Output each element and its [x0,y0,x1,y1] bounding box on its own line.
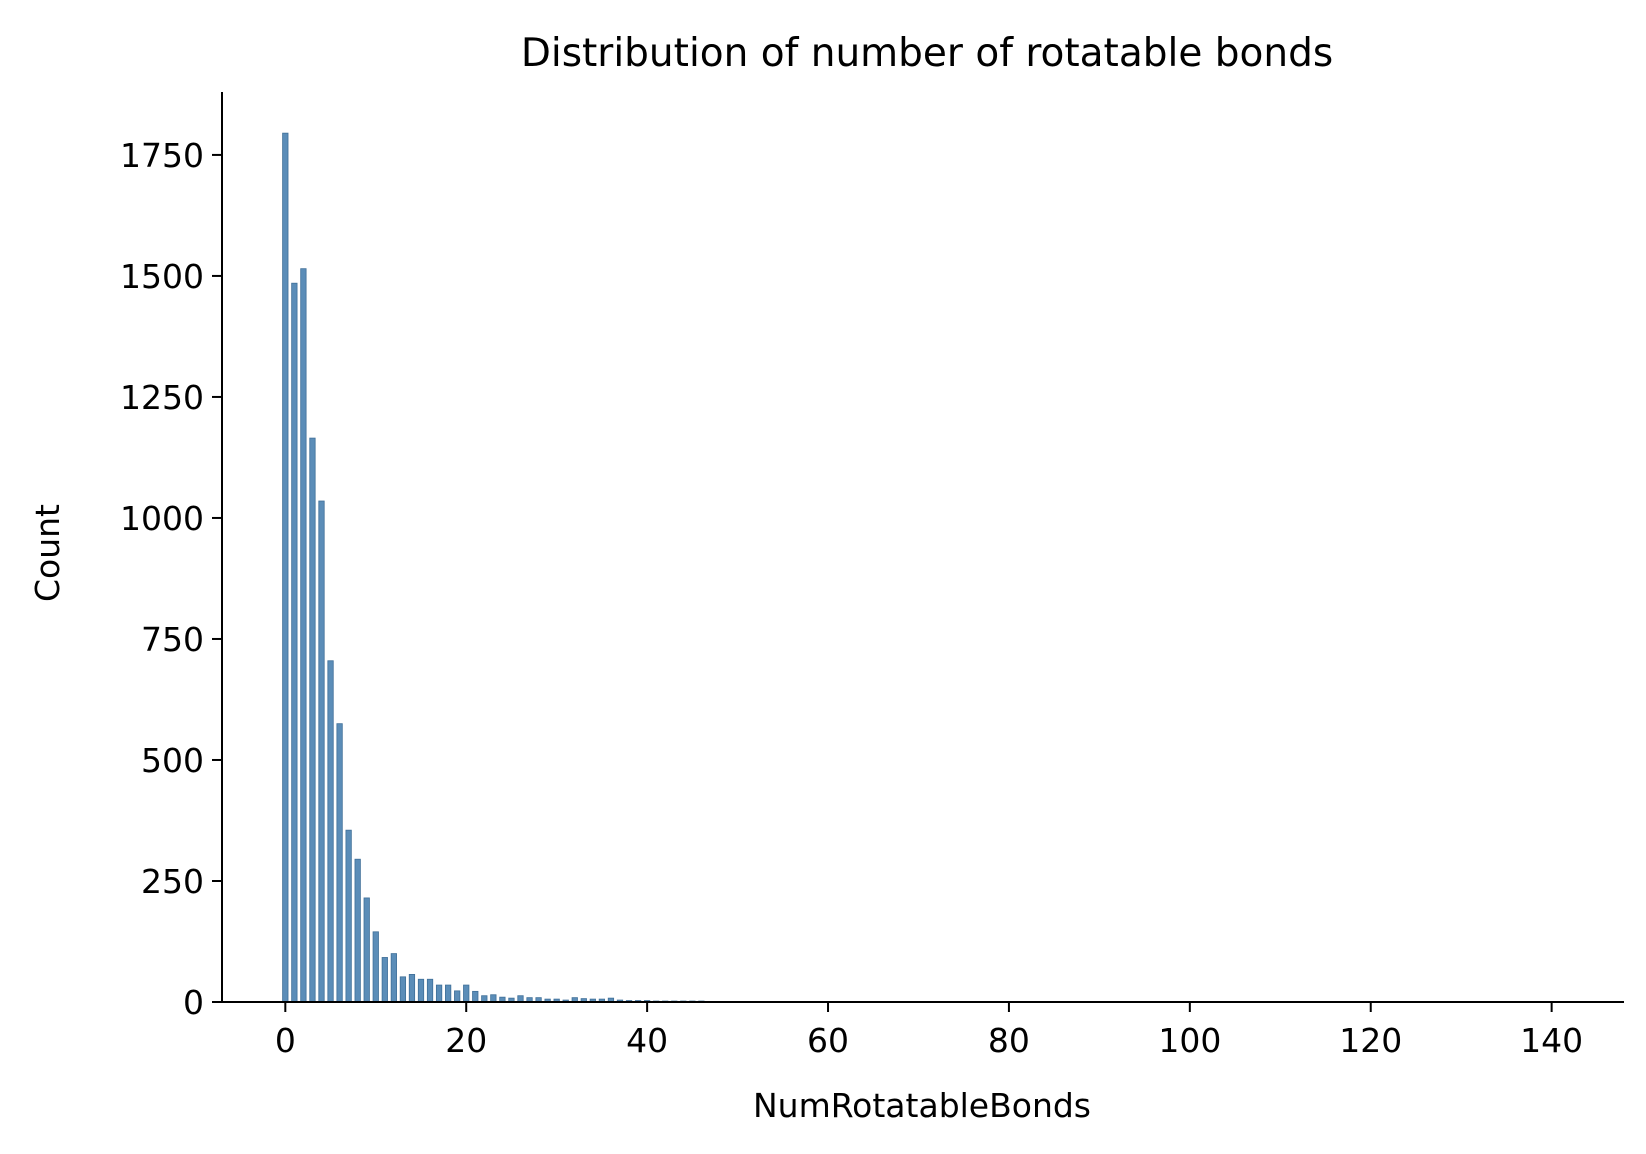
histogram-bar [445,984,452,1003]
histogram-bar [282,132,289,1003]
histogram-bar [372,931,379,1003]
y-tick-label: 1250 [120,378,204,417]
y-tick-label: 750 [141,620,204,659]
y-axis-label: Count [28,504,67,602]
chart-title: Distribution of number of rotatable bond… [521,31,1333,76]
y-tick-label: 250 [141,862,204,901]
histogram-bar [327,660,334,1003]
y-tick-label: 500 [141,741,204,780]
histogram-bar [408,974,416,1003]
y-tick-label: 1000 [120,499,204,538]
histogram-bar [390,953,397,1003]
bars-layer [282,132,904,1003]
histogram-bar [309,437,316,1003]
histogram-bar [472,990,479,1003]
histogram-bar [463,984,470,1003]
histogram-bar [381,957,388,1003]
x-tick-label: 0 [275,1021,296,1060]
histogram-bar [300,268,307,1003]
x-tick-label: 60 [807,1021,849,1060]
x-axis-ticks: 0 20 40 60 80 100 120 140 [275,1002,1583,1060]
histogram-bar [399,976,407,1003]
y-tick-label: 0 [183,983,204,1022]
histogram-bar [490,994,497,1003]
y-tick-label: 1750 [120,136,204,175]
histogram-bar [435,984,443,1003]
histogram-bar [363,897,370,1003]
histogram-bar [417,978,425,1003]
histogram-bar [336,723,343,1003]
y-axis-ticks: 0 250 500 750 1000 1250 1500 1750 [120,136,222,1022]
y-tick-label: 1500 [120,257,204,296]
x-tick-label: 100 [1158,1021,1221,1060]
x-tick-label: 120 [1339,1021,1402,1060]
x-axis-label: NumRotatableBonds [753,1086,1091,1125]
x-tick-label: 140 [1520,1021,1583,1060]
x-tick-label: 80 [988,1021,1030,1060]
histogram-bar [454,990,461,1003]
histogram-bar [291,282,298,1003]
histogram-bar [318,500,325,1003]
histogram-bar [426,978,434,1003]
histogram-bar [354,858,361,1003]
x-tick-label: 40 [626,1021,668,1060]
x-tick-label: 20 [445,1021,487,1060]
histogram-bar [345,829,352,1003]
